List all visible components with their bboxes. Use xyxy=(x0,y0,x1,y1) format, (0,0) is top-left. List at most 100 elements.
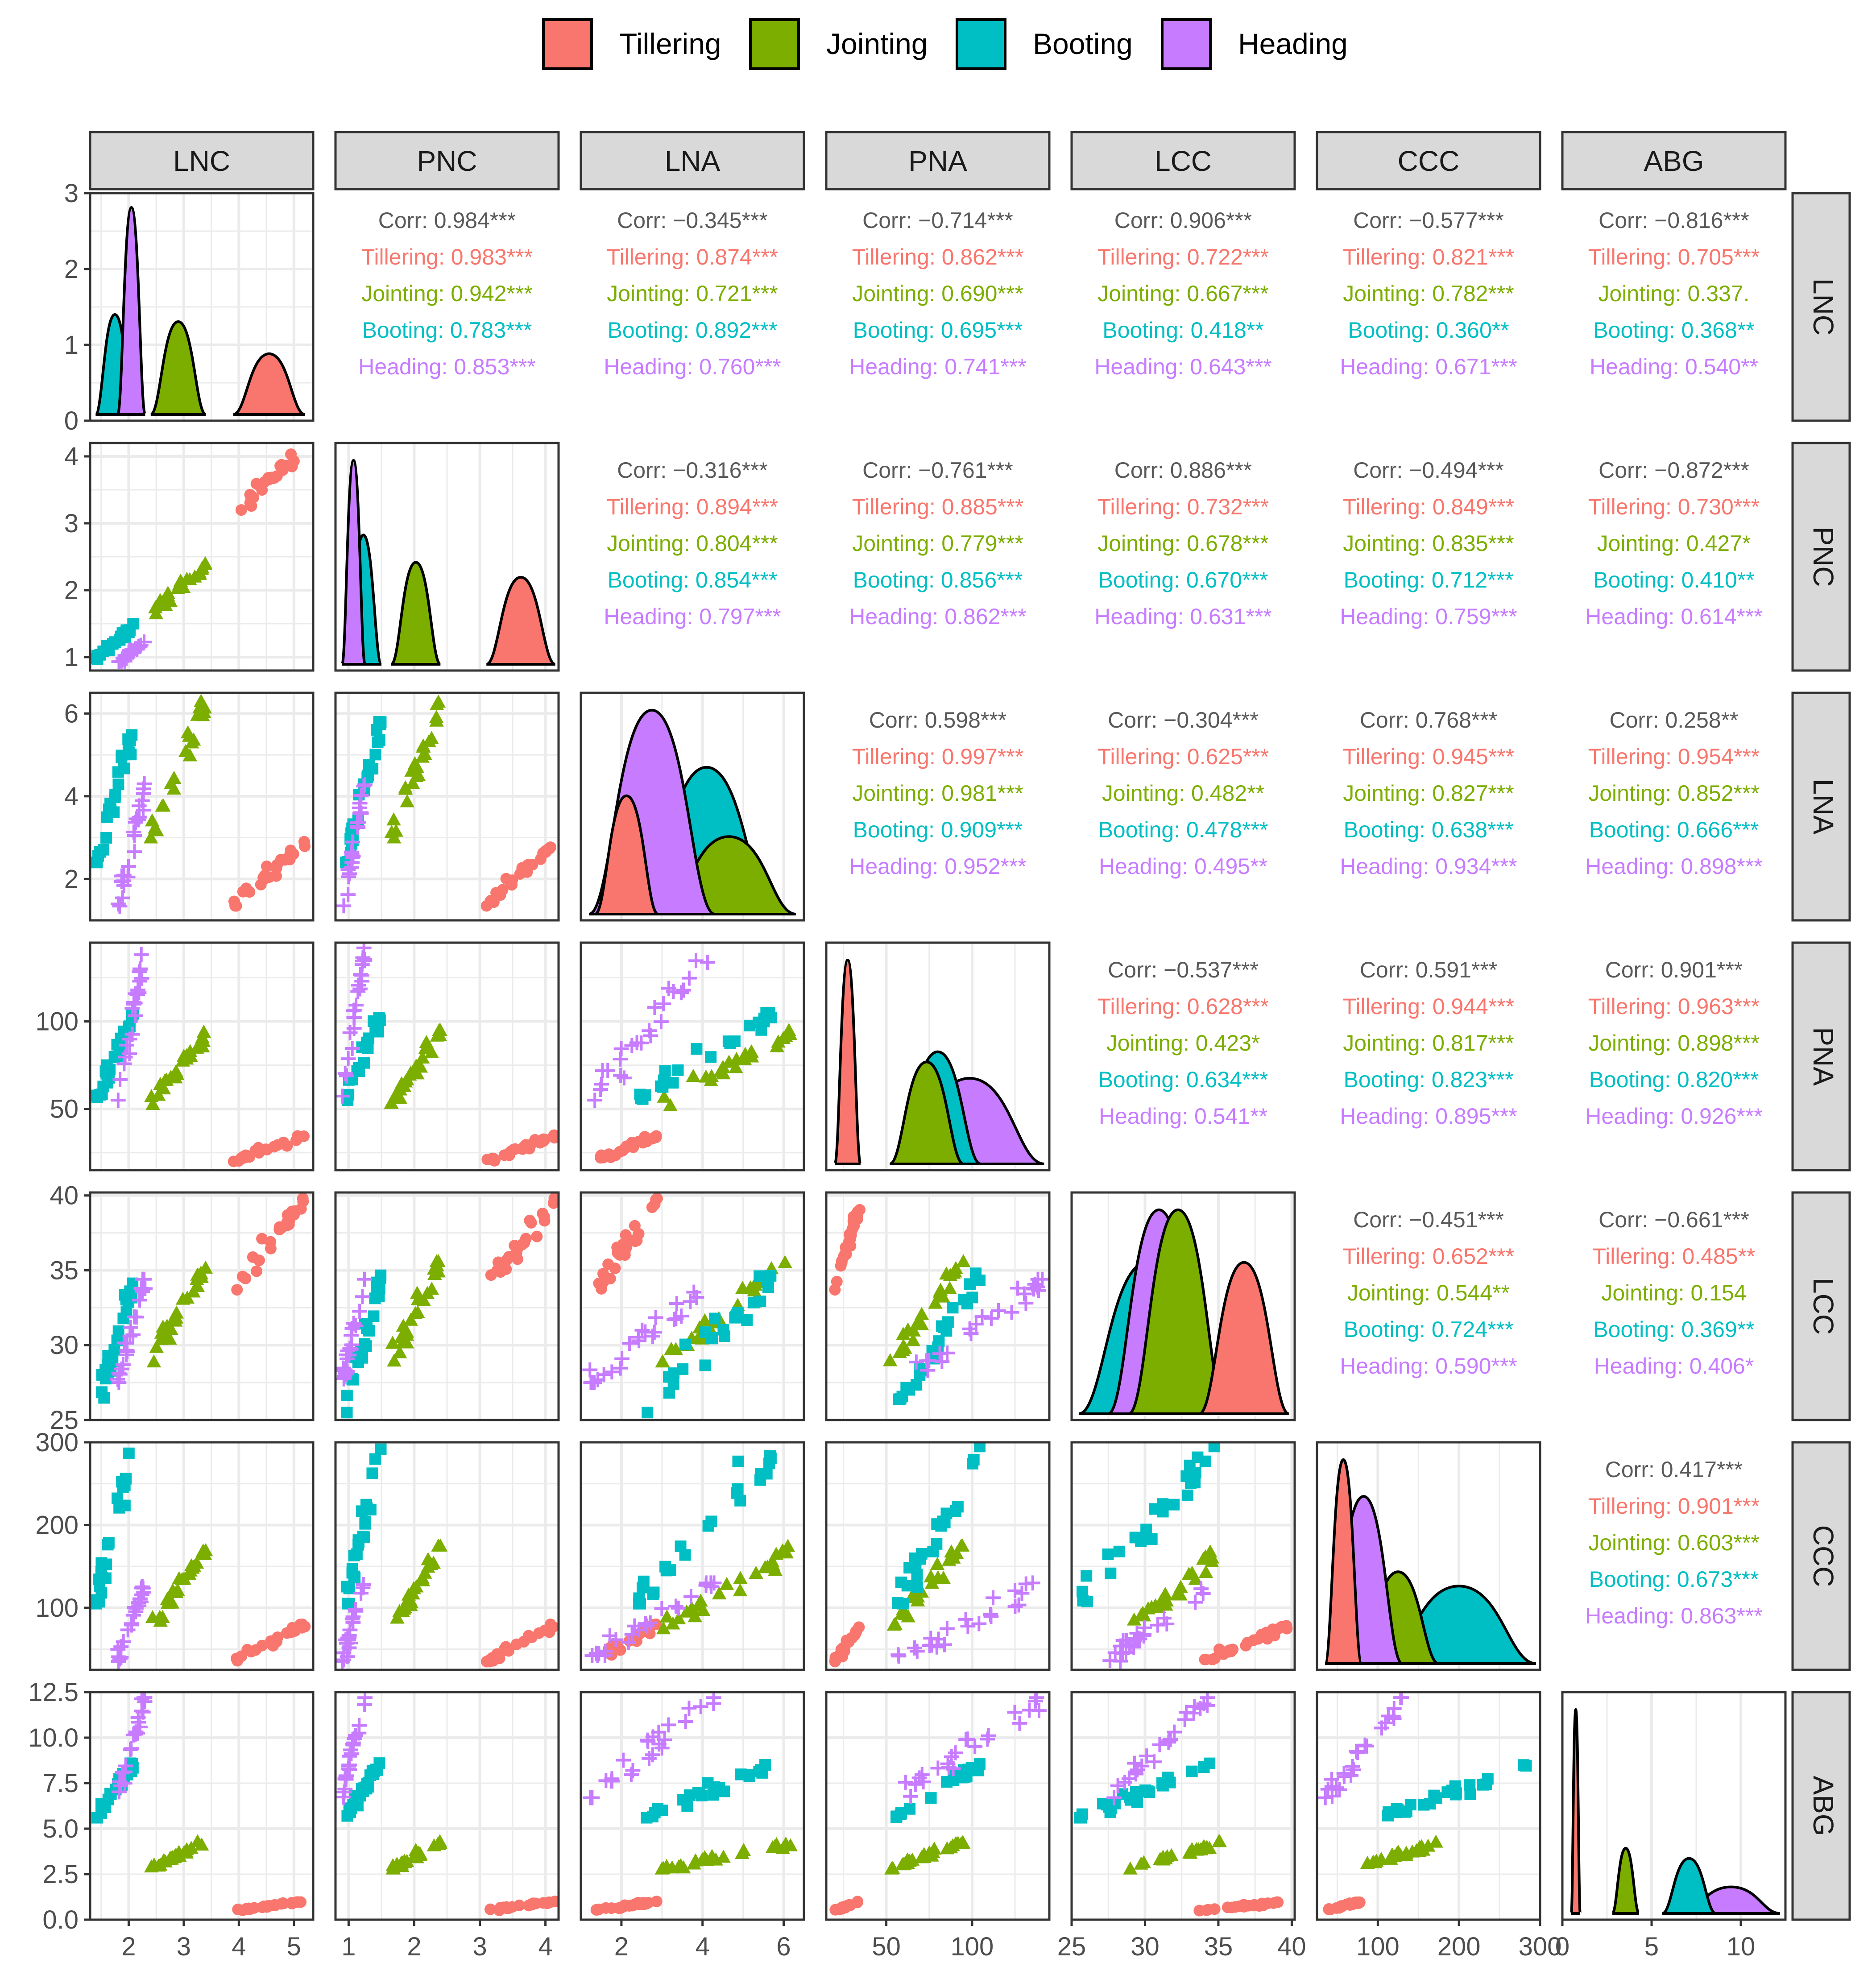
point-heading xyxy=(136,786,151,801)
density-panel-lnc xyxy=(89,192,315,422)
point-heading xyxy=(940,1621,955,1636)
point-jointing xyxy=(901,1609,915,1623)
point-tillering xyxy=(1350,1896,1362,1909)
y-tick-label: 25 xyxy=(50,1406,79,1435)
point-tillering xyxy=(1261,1633,1273,1645)
panel-border xyxy=(334,1691,560,1921)
y-tick-label: 1 xyxy=(64,643,79,672)
point-heading xyxy=(110,1093,126,1108)
corr-panel-pnc-abg: Corr: −0.872*** Tillering: 0.730*** Jointi… xyxy=(1585,458,1763,629)
point-jointing xyxy=(415,749,430,763)
point-jointing xyxy=(398,1074,413,1088)
panel-border xyxy=(89,1441,315,1671)
point-heading xyxy=(1011,1597,1027,1613)
point-booting xyxy=(1189,1466,1201,1478)
point-heading xyxy=(681,1701,697,1716)
x-tick-label: 35 xyxy=(1204,1932,1233,1961)
point-jointing xyxy=(942,1281,957,1294)
point-tillering xyxy=(485,1269,497,1281)
point-heading xyxy=(348,1602,363,1617)
point-booting xyxy=(765,1011,777,1023)
point-booting xyxy=(931,1518,943,1530)
point-jointing xyxy=(430,1258,444,1271)
point-jointing xyxy=(733,1571,748,1584)
point-jointing xyxy=(156,798,171,812)
corr-overall: Corr: 0.417*** xyxy=(1605,1457,1743,1482)
point-heading xyxy=(340,1351,355,1366)
point-jointing xyxy=(684,1601,699,1614)
point-jointing xyxy=(719,1577,734,1590)
point-heading xyxy=(336,1369,352,1384)
point-booting xyxy=(659,1561,671,1573)
point-heading xyxy=(342,1757,357,1772)
point-jointing xyxy=(729,1060,743,1073)
point-booting xyxy=(974,1442,986,1453)
x-axis-lnc: 2 3 4 5 xyxy=(121,1920,301,1961)
point-tillering xyxy=(272,1139,284,1151)
point-booting xyxy=(364,1503,377,1515)
point-jointing xyxy=(184,1841,199,1854)
corr-jointing: Jointing: 0.782*** xyxy=(1343,281,1514,306)
corr-heading: Heading: 0.934*** xyxy=(1340,854,1517,879)
corr-panel-pna-lcc: Corr: −0.537*** Tillering: 0.628*** Jointi… xyxy=(1097,957,1269,1129)
point-booting xyxy=(369,1764,381,1776)
point-jointing xyxy=(404,1595,419,1609)
point-booting xyxy=(118,762,130,774)
x-tick-label: 4 xyxy=(696,1932,710,1961)
point-tillering xyxy=(548,1129,559,1141)
point-heading xyxy=(352,981,368,997)
point-tillering xyxy=(247,1251,259,1263)
corr-panel-pna-ccc: Corr: 0.591*** Tillering: 0.944*** Jointin… xyxy=(1340,957,1517,1129)
point-booting xyxy=(672,1064,684,1076)
point-jointing xyxy=(747,1283,762,1296)
point-heading xyxy=(622,1336,637,1351)
point-tillering xyxy=(231,1284,243,1296)
x-axis-pnc: 1 2 3 4 xyxy=(341,1920,553,1961)
density-tillering xyxy=(594,794,659,915)
point-jointing xyxy=(410,1305,425,1318)
point-tillering xyxy=(256,1640,268,1652)
point-jointing xyxy=(686,1068,701,1082)
corr-tillering: Tillering: 0.954*** xyxy=(1588,744,1760,769)
density-panel-lna xyxy=(580,691,805,922)
point-heading xyxy=(1004,1304,1019,1320)
x-tick-label: 100 xyxy=(1356,1932,1400,1961)
point-jointing xyxy=(192,704,207,717)
point-tillering xyxy=(835,1260,847,1272)
density-tillering xyxy=(486,575,556,666)
legend-item-tillering: Tillering xyxy=(542,18,721,70)
point-tillering xyxy=(848,1220,860,1232)
point-heading xyxy=(124,1027,140,1042)
point-booting xyxy=(369,1453,381,1465)
point-booting xyxy=(1146,1533,1158,1545)
point-heading xyxy=(648,1310,663,1325)
point-booting xyxy=(679,1338,691,1350)
point-tillering xyxy=(1252,1633,1264,1645)
corr-overall: Corr: −0.661*** xyxy=(1599,1207,1749,1232)
point-heading xyxy=(1007,1705,1023,1720)
point-booting xyxy=(373,734,385,746)
point-booting xyxy=(352,1534,364,1546)
corr-booting: Booting: 0.909*** xyxy=(853,817,1023,842)
point-jointing xyxy=(914,1307,929,1320)
panel-border xyxy=(1070,1191,1296,1421)
point-jointing xyxy=(924,1848,939,1862)
x-tick-label: 2 xyxy=(121,1932,136,1961)
point-booting xyxy=(126,1758,138,1770)
point-tillering xyxy=(518,1636,530,1648)
point-jointing xyxy=(160,1592,175,1605)
point-heading xyxy=(686,1284,702,1300)
point-heading xyxy=(344,1337,360,1353)
point-tillering xyxy=(503,1645,515,1657)
y-tick-label: 0 xyxy=(64,406,79,435)
corr-tillering: Tillering: 0.944*** xyxy=(1343,994,1514,1019)
point-jointing xyxy=(412,1848,427,1861)
point-heading xyxy=(676,982,691,998)
corr-panel-pnc-lcc: Corr: 0.886*** Tillering: 0.732*** Jointin… xyxy=(1094,458,1272,629)
point-heading xyxy=(353,1586,369,1601)
strip-box xyxy=(580,131,805,190)
point-heading xyxy=(116,1056,132,1072)
point-jointing xyxy=(778,1255,792,1268)
point-tillering xyxy=(231,1652,243,1664)
x-axis-abg: 0 5 10 xyxy=(1555,1920,1755,1961)
